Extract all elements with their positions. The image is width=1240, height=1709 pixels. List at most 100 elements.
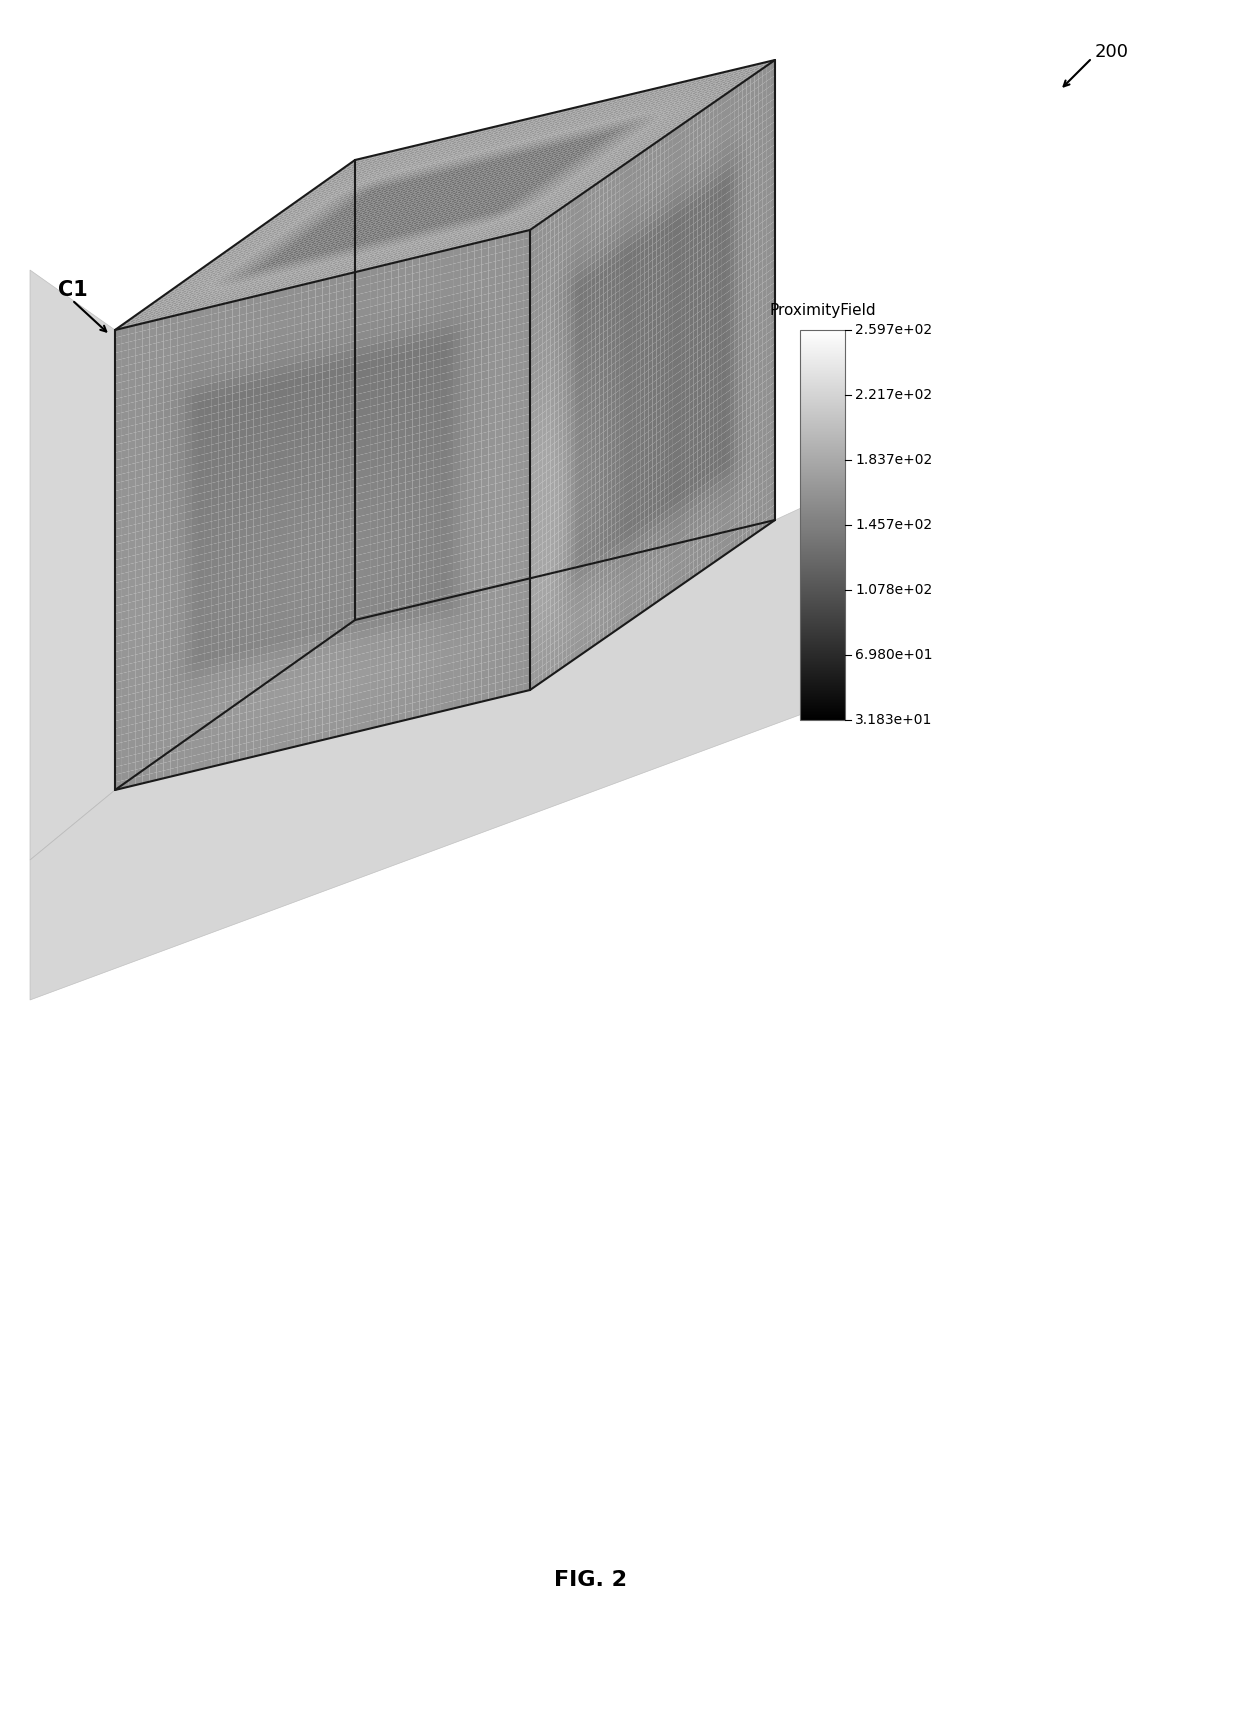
- Polygon shape: [283, 222, 291, 226]
- Polygon shape: [627, 526, 632, 538]
- Polygon shape: [661, 328, 665, 338]
- Polygon shape: [746, 407, 750, 417]
- Polygon shape: [599, 578, 604, 588]
- Polygon shape: [309, 733, 316, 743]
- Polygon shape: [579, 523, 583, 533]
- Polygon shape: [511, 166, 521, 169]
- Polygon shape: [658, 99, 668, 103]
- Polygon shape: [180, 306, 190, 311]
- Polygon shape: [239, 735, 247, 745]
- Polygon shape: [588, 302, 591, 313]
- Polygon shape: [481, 569, 489, 579]
- Polygon shape: [347, 268, 357, 272]
- Polygon shape: [620, 250, 624, 260]
- Polygon shape: [718, 434, 722, 444]
- Polygon shape: [689, 125, 693, 135]
- Polygon shape: [722, 178, 725, 188]
- Polygon shape: [739, 67, 749, 70]
- Polygon shape: [405, 231, 414, 234]
- Polygon shape: [216, 272, 224, 275]
- Polygon shape: [728, 77, 738, 80]
- Polygon shape: [635, 101, 645, 104]
- Polygon shape: [384, 716, 392, 725]
- Polygon shape: [242, 275, 252, 279]
- Polygon shape: [309, 366, 316, 376]
- Polygon shape: [413, 701, 419, 711]
- Polygon shape: [398, 420, 405, 431]
- Polygon shape: [219, 285, 229, 291]
- Polygon shape: [588, 111, 598, 116]
- Polygon shape: [379, 205, 389, 208]
- Polygon shape: [611, 461, 616, 472]
- Polygon shape: [608, 564, 611, 574]
- Polygon shape: [366, 234, 374, 238]
- Polygon shape: [579, 369, 583, 379]
- Polygon shape: [414, 176, 423, 179]
- Polygon shape: [481, 470, 489, 479]
- Polygon shape: [150, 680, 156, 690]
- Polygon shape: [440, 533, 446, 543]
- Polygon shape: [378, 154, 388, 159]
- Polygon shape: [591, 308, 595, 318]
- Polygon shape: [435, 171, 444, 174]
- Polygon shape: [608, 511, 611, 521]
- Polygon shape: [595, 526, 599, 537]
- Polygon shape: [652, 487, 657, 497]
- Polygon shape: [714, 176, 718, 186]
- Polygon shape: [177, 719, 185, 730]
- Polygon shape: [247, 520, 253, 528]
- Polygon shape: [681, 559, 686, 569]
- Polygon shape: [212, 704, 218, 713]
- Polygon shape: [649, 137, 658, 140]
- Polygon shape: [398, 359, 405, 369]
- Polygon shape: [218, 342, 226, 350]
- Polygon shape: [378, 273, 384, 282]
- Polygon shape: [427, 414, 433, 424]
- Polygon shape: [734, 255, 738, 265]
- Polygon shape: [604, 543, 608, 555]
- Polygon shape: [714, 438, 718, 448]
- Polygon shape: [599, 152, 609, 156]
- Polygon shape: [759, 291, 763, 301]
- Polygon shape: [627, 328, 632, 338]
- Polygon shape: [268, 268, 278, 272]
- Polygon shape: [573, 174, 583, 179]
- Polygon shape: [697, 395, 702, 405]
- Polygon shape: [336, 497, 343, 506]
- Polygon shape: [374, 188, 383, 193]
- Polygon shape: [365, 268, 371, 277]
- Polygon shape: [177, 682, 185, 690]
- Polygon shape: [371, 250, 379, 253]
- Polygon shape: [212, 436, 218, 444]
- Polygon shape: [583, 390, 588, 400]
- Polygon shape: [148, 313, 157, 316]
- Polygon shape: [156, 755, 164, 764]
- Polygon shape: [730, 525, 734, 537]
- Polygon shape: [668, 138, 673, 149]
- Polygon shape: [489, 314, 496, 325]
- Polygon shape: [649, 528, 652, 538]
- Polygon shape: [281, 304, 288, 313]
- Polygon shape: [649, 145, 652, 156]
- Polygon shape: [185, 625, 191, 636]
- Polygon shape: [379, 261, 389, 267]
- Polygon shape: [547, 422, 551, 434]
- Polygon shape: [579, 545, 583, 557]
- Polygon shape: [260, 593, 267, 602]
- Polygon shape: [563, 427, 567, 438]
- Polygon shape: [398, 306, 405, 316]
- Polygon shape: [165, 311, 174, 314]
- Polygon shape: [725, 291, 730, 301]
- Polygon shape: [722, 455, 725, 465]
- Polygon shape: [347, 243, 356, 246]
- Polygon shape: [510, 624, 516, 634]
- Polygon shape: [384, 193, 393, 198]
- Polygon shape: [392, 431, 398, 439]
- Polygon shape: [433, 185, 441, 188]
- Polygon shape: [620, 610, 624, 620]
- Polygon shape: [554, 364, 558, 374]
- Polygon shape: [763, 65, 766, 77]
- Polygon shape: [717, 85, 725, 89]
- Polygon shape: [738, 504, 743, 514]
- Polygon shape: [569, 144, 578, 149]
